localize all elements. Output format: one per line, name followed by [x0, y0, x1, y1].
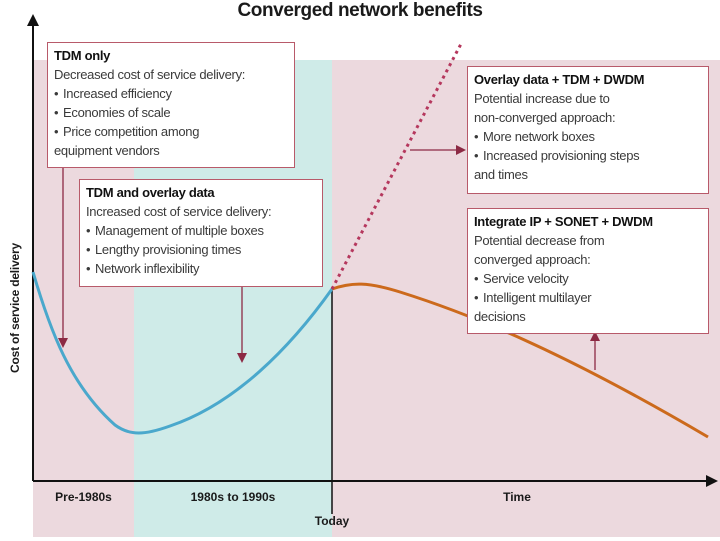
list-item-continuation: equipment vendors	[54, 143, 160, 158]
y-axis-label: Cost of service delivery	[8, 243, 22, 373]
list-item-continuation: and times	[474, 167, 528, 182]
list-item: Economies of scale	[54, 103, 288, 122]
integrate-box: Integrate IP + SONET + DWDM Potential de…	[467, 208, 709, 334]
integrate-list: Service velocity Intelligent multilayer	[474, 269, 702, 307]
list-item: Intelligent multilayer	[474, 288, 702, 307]
tdm-overlay-box: TDM and overlay data Increased cost of s…	[79, 179, 323, 287]
today-label: Today	[314, 514, 350, 528]
era-label-time: Time	[503, 490, 531, 504]
integrate-line2: converged approach:	[474, 252, 591, 267]
tdm-overlay-subheading: Increased cost of service delivery:	[86, 204, 272, 219]
non-converged-cost-line	[330, 41, 464, 290]
tdm-only-subheading: Decreased cost of service delivery:	[54, 67, 246, 82]
tdm-only-list: Increased efficiency Economies of scale …	[54, 84, 288, 141]
era-label-pre-1980s: Pre-1980s	[55, 490, 112, 504]
tdm-overlay-list: Management of multiple boxes Lengthy pro…	[86, 221, 316, 278]
list-item: Price competition among	[54, 122, 288, 141]
diagram-title: Converged network benefits	[237, 0, 483, 21]
integrate-line1: Potential decrease from	[474, 233, 605, 248]
tdm-overlay-heading: TDM and overlay data	[86, 185, 215, 200]
overlay-dwdm-heading: Overlay data + TDM + DWDM	[474, 72, 645, 87]
list-item: More network boxes	[474, 127, 702, 146]
list-item: Network inflexibility	[86, 259, 316, 278]
list-item: Increased efficiency	[54, 84, 288, 103]
integrate-heading: Integrate IP + SONET + DWDM	[474, 214, 653, 229]
y-axis-arrowhead	[27, 14, 39, 26]
tdm-only-box: TDM only Decreased cost of service deliv…	[47, 42, 295, 168]
tdm-only-heading: TDM only	[54, 48, 111, 63]
era-label-1980s-1990s: 1980s to 1990s	[190, 490, 276, 504]
list-item: Lengthy provisioning times	[86, 240, 316, 259]
list-item-continuation: decisions	[474, 309, 526, 324]
list-item: Management of multiple boxes	[86, 221, 316, 240]
overlay-dwdm-list: More network boxes Increased provisionin…	[474, 127, 702, 165]
converged-cost-curve	[331, 282, 709, 439]
list-item: Increased provisioning steps	[474, 146, 702, 165]
overlay-dwdm-line1: Potential increase due to	[474, 91, 610, 106]
overlay-dwdm-line2: non-converged approach:	[474, 110, 616, 125]
list-item: Service velocity	[474, 269, 702, 288]
overlay-dwdm-box: Overlay data + TDM + DWDM Potential incr…	[467, 66, 709, 194]
x-axis-arrowhead	[706, 475, 718, 487]
